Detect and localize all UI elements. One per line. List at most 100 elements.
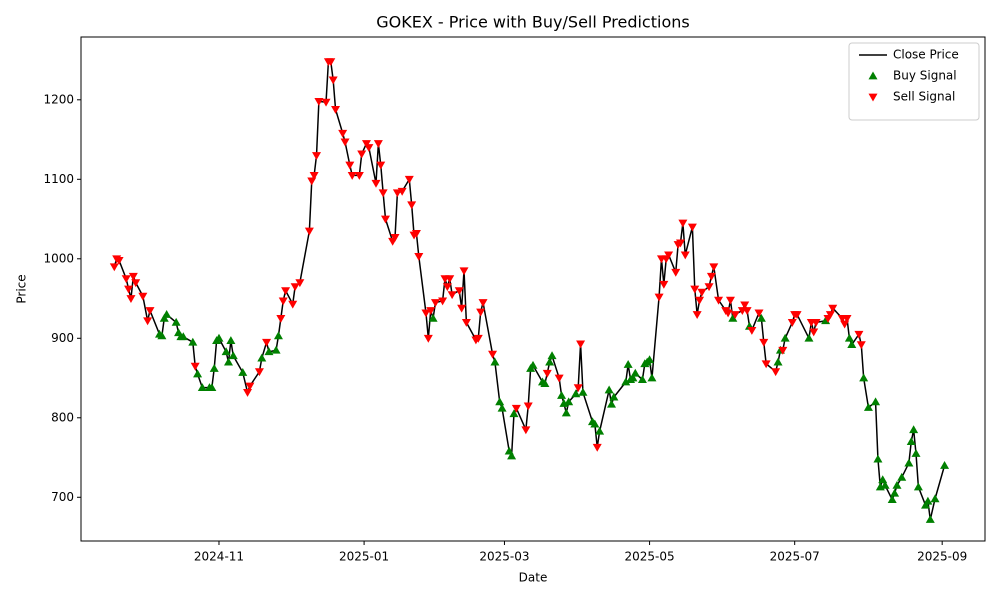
buy-marker xyxy=(547,351,557,360)
buy-marker xyxy=(223,357,233,366)
sell-marker xyxy=(576,340,586,349)
buy-marker xyxy=(873,454,883,463)
sell-marker xyxy=(454,287,464,296)
sell-marker xyxy=(554,374,564,383)
sell-marker xyxy=(697,288,707,297)
buy-marker xyxy=(540,379,550,387)
sell-marker xyxy=(376,161,386,170)
legend: Close Price Buy Signal Sell Signal xyxy=(848,42,980,121)
buy-marker xyxy=(528,360,538,369)
sell-marker xyxy=(438,297,448,306)
buy-marker xyxy=(490,357,500,366)
sell-marker xyxy=(856,341,866,350)
buy-marker xyxy=(773,357,783,366)
sell-marker xyxy=(190,362,200,371)
legend-swatch xyxy=(868,71,878,80)
sell-marker xyxy=(664,251,674,260)
x-axis-label: Date xyxy=(519,571,548,585)
sell-marker xyxy=(695,296,705,305)
buy-marker xyxy=(238,367,248,376)
sell-marker xyxy=(654,293,664,302)
sell-marker xyxy=(128,272,138,281)
buy-marker xyxy=(273,331,283,340)
sell-marker xyxy=(254,368,264,377)
sell-marker xyxy=(430,299,440,308)
buy-marker xyxy=(497,403,507,412)
sell-marker xyxy=(390,233,400,242)
sell-marker xyxy=(573,384,583,393)
buy-marker xyxy=(171,317,181,326)
sell-marker xyxy=(397,187,407,196)
sell-marker xyxy=(678,219,688,228)
sell-marker xyxy=(378,189,388,198)
y-tick-label: 700 xyxy=(51,490,74,504)
x-tick-label: 2025-07 xyxy=(770,550,820,564)
chart-title: GOKEX - Price with Buy/Sell Predictions xyxy=(376,13,689,32)
buy-marker xyxy=(887,495,897,504)
buy-marker xyxy=(604,385,614,394)
sell-marker xyxy=(445,275,455,284)
buy-marker xyxy=(940,460,950,469)
sell-marker xyxy=(592,443,602,452)
sell-marker xyxy=(124,285,134,294)
buy-marker xyxy=(561,408,571,417)
plot-frame xyxy=(80,36,986,542)
sell-marker xyxy=(680,251,690,260)
buy-marker xyxy=(428,313,438,322)
buy-marker xyxy=(595,426,605,435)
sell-marker xyxy=(811,319,821,327)
y-tick-label: 1200 xyxy=(43,92,74,106)
y-tick-label: 900 xyxy=(51,331,74,345)
buy-marker xyxy=(923,496,933,505)
buy-marker xyxy=(909,425,919,434)
buy-marker xyxy=(780,333,790,342)
sell-marker xyxy=(542,369,552,378)
sell-marker xyxy=(114,257,124,265)
sell-marker xyxy=(109,263,119,272)
x-tick-label: 2024-11 xyxy=(194,550,244,564)
sell-marker xyxy=(407,201,417,210)
x-tick-label: 2025-05 xyxy=(624,550,674,564)
buy-marker xyxy=(804,333,814,342)
sell-marker xyxy=(754,309,764,318)
legend-swatch xyxy=(868,93,878,102)
buy-marker xyxy=(647,373,657,382)
sell-marker xyxy=(138,292,148,301)
buy-marker xyxy=(897,472,907,481)
sell-marker xyxy=(288,300,298,309)
buy-marker xyxy=(578,387,588,396)
sell-marker xyxy=(278,297,288,306)
sell-marker xyxy=(457,304,467,313)
buy-marker xyxy=(188,337,198,346)
sell-marker xyxy=(723,309,733,318)
sell-marker xyxy=(321,98,331,107)
sell-marker xyxy=(331,105,341,114)
buy-marker xyxy=(921,500,931,509)
sell-marker xyxy=(290,283,300,292)
sell-marker xyxy=(687,223,697,232)
buy-marker xyxy=(904,458,914,467)
sell-marker xyxy=(523,402,533,411)
sell-marker xyxy=(326,58,336,67)
sell-marker xyxy=(714,296,724,305)
buy-marker xyxy=(495,397,505,406)
sell-marker xyxy=(747,326,757,335)
sell-marker xyxy=(357,150,367,159)
buy-marker xyxy=(209,363,219,372)
sell-marker xyxy=(423,334,433,343)
sell-marker xyxy=(381,215,391,224)
sell-marker xyxy=(459,267,469,276)
buy-marker xyxy=(509,409,519,418)
sell-marker xyxy=(473,334,483,343)
y-tick-label: 1100 xyxy=(43,172,74,186)
sell-marker xyxy=(145,307,155,315)
buy-marker xyxy=(880,480,890,489)
sell-marker xyxy=(131,279,141,288)
legend-label: Buy Signal xyxy=(893,69,957,83)
buy-marker xyxy=(564,397,574,406)
buy-marker xyxy=(913,482,923,491)
sell-marker xyxy=(340,138,350,147)
sell-marker xyxy=(373,140,383,149)
sell-marker xyxy=(338,129,348,138)
